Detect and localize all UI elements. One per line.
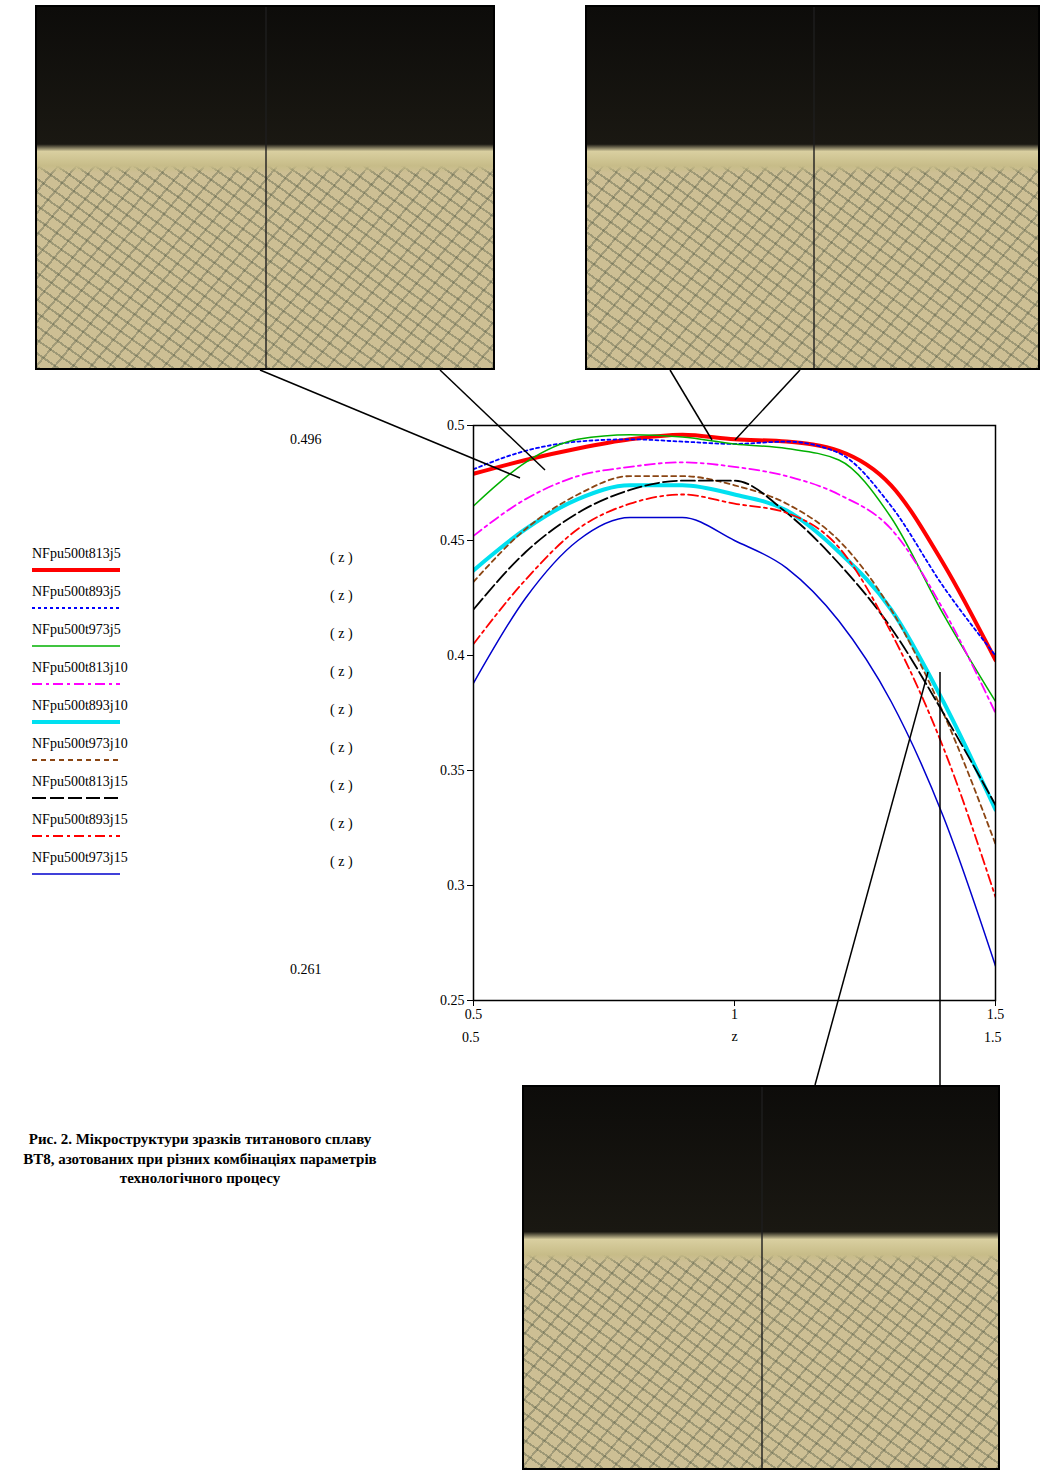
svg-text:NFpu500t813j15: NFpu500t813j15 <box>32 774 128 789</box>
svg-text:( z ): ( z ) <box>330 854 353 870</box>
svg-text:( z ): ( z ) <box>330 550 353 566</box>
svg-text:NFpu500t893j10: NFpu500t893j10 <box>32 698 128 713</box>
svg-text:0.35: 0.35 <box>440 763 465 778</box>
svg-text:( z ): ( z ) <box>330 588 353 604</box>
svg-text:0.4: 0.4 <box>447 648 465 663</box>
svg-text:0.3: 0.3 <box>447 878 465 893</box>
svg-text:z: z <box>731 1029 737 1044</box>
svg-text:NFpu500t893j5: NFpu500t893j5 <box>32 584 121 599</box>
svg-text:1: 1 <box>731 1007 738 1022</box>
svg-text:( z ): ( z ) <box>330 664 353 680</box>
html-text:0.5: 0.5 <box>462 1030 480 1045</box>
html-text:1.5: 1.5 <box>984 1030 1002 1045</box>
svg-text:NFpu500t973j5: NFpu500t973j5 <box>32 622 121 637</box>
svg-text:NFpu500t893j15: NFpu500t893j15 <box>32 812 128 827</box>
svg-text:NFpu500t973j15: NFpu500t973j15 <box>32 850 128 865</box>
svg-text:0.5: 0.5 <box>465 1007 483 1022</box>
svg-text:( z ): ( z ) <box>330 740 353 756</box>
svg-text:( z ): ( z ) <box>330 702 353 718</box>
html-text:0.261: 0.261 <box>290 962 322 977</box>
svg-text:NFpu500t813j10: NFpu500t813j10 <box>32 660 128 675</box>
svg-text:0.5: 0.5 <box>447 418 465 433</box>
html-text:0.496: 0.496 <box>290 432 322 447</box>
svg-text:NFpu500t813j5: NFpu500t813j5 <box>32 546 121 561</box>
html-text:Рис. 2. Мікроструктури зразків: Рис. 2. Мікроструктури зразків титановог… <box>23 1131 377 1186</box>
svg-text:1.5: 1.5 <box>987 1007 1005 1022</box>
svg-text:NFpu500t973j10: NFpu500t973j10 <box>32 736 128 751</box>
svg-text:( z ): ( z ) <box>330 778 353 794</box>
svg-text:( z ): ( z ) <box>330 816 353 832</box>
svg-text:0.25: 0.25 <box>440 993 465 1008</box>
svg-text:( z ): ( z ) <box>330 626 353 642</box>
svg-text:0.45: 0.45 <box>440 533 465 548</box>
